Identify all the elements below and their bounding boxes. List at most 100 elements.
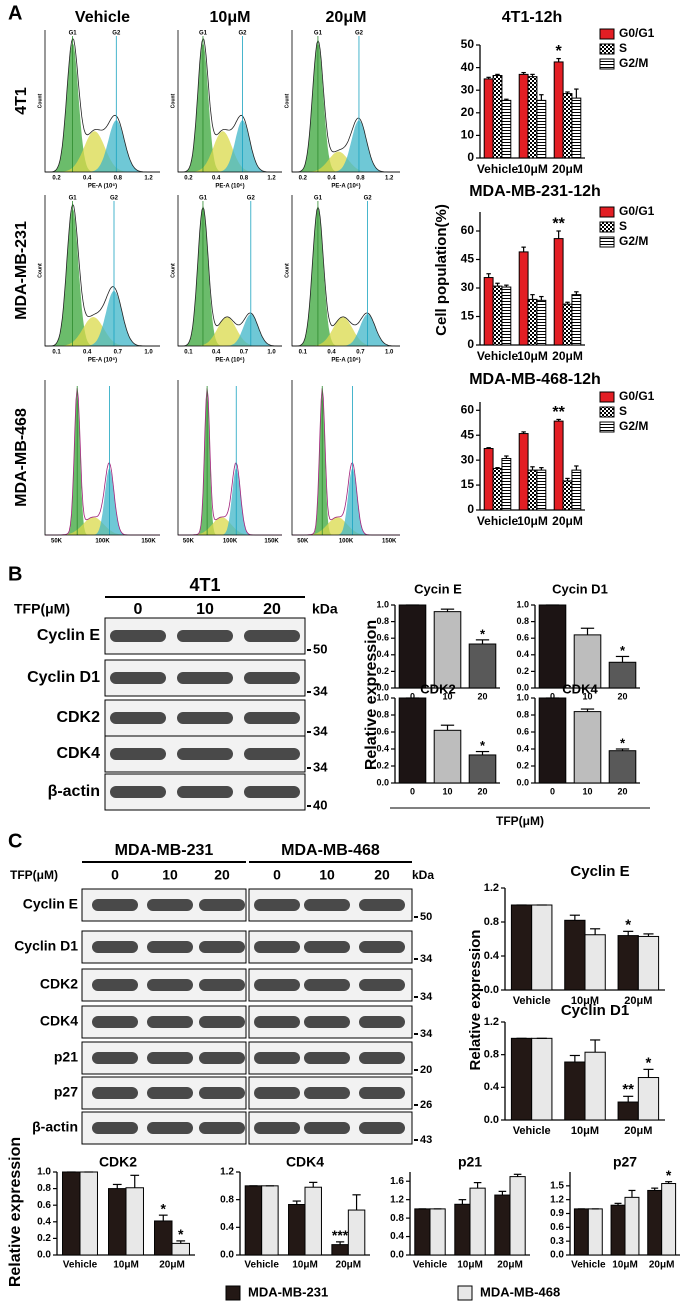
error-bar [539,467,544,471]
significance: ** [552,216,565,233]
bar [483,448,494,511]
bar [584,1051,606,1121]
panel-label: A [8,2,22,24]
flow-x-tick-label: 1.0 [144,350,153,356]
y-tick-label: 60 [461,223,475,237]
bar [553,420,564,511]
flow-x-tick-label: 150K [264,539,279,545]
legend-swatch [457,1285,473,1301]
flow-peak [45,467,160,535]
blot-band [92,979,138,991]
flow-x-tick-label: 0.4 [83,176,92,182]
error-bar [486,76,491,79]
chart-title: p27 [613,1154,637,1170]
y-tick-label: 15 [461,309,475,323]
bar [571,294,582,346]
flow-peak [178,208,282,346]
x-tick-label: 10μM [517,514,548,528]
flow-peak [45,208,160,346]
bar [531,904,553,991]
blot-band [147,1016,193,1028]
error-bar [495,467,500,469]
peak-label: G1 [69,31,78,37]
chart-title: Cycin E [414,581,462,596]
blot-band [254,1087,300,1099]
dose-label: 10 [319,867,335,883]
x-tick-label: 20μM [159,1260,185,1271]
x-tick-label: Vehicle [571,1260,606,1271]
legend-label: G2/M [619,56,648,70]
flow-x-tick-label: 1.0 [385,350,394,356]
error-bar [530,294,535,300]
y-tick-label: 0.0 [516,682,529,692]
flow-x-tick-label: 150K [141,539,156,545]
chart-title: MDA-MB-231-12h [469,183,601,200]
cell-line-header: MDA-MB-231 [115,842,214,859]
error-bar [352,1194,361,1211]
flow-peak [178,393,282,535]
y-tick-label: 10 [461,128,475,142]
error-bar [615,748,630,751]
x-tick-label: Vehicle [63,1260,98,1271]
treatment-label: TFP(μM) [10,868,58,882]
x-tick-label: 20μM [552,162,583,176]
y-tick-label: 0 [467,337,474,351]
y-axis-label: Relative expression [7,1137,24,1287]
error-bar [569,914,580,921]
y-tick-label: 1.0 [376,599,389,609]
dose-label: 10 [162,867,178,883]
flow-x-label: PE-A (10⁶) [215,184,244,190]
x-tick-label: 10 [442,691,452,701]
y-tick-label: 0.0 [376,777,389,787]
significance: * [556,43,563,60]
y-tick-label: 1.2 [484,1016,499,1028]
y-tick-label: 30 [461,452,475,466]
bar [637,935,660,991]
blot-band [110,786,166,798]
protein-label: Cyclin D1 [27,669,100,686]
blot-band [110,672,166,684]
bar [433,611,462,689]
bar [527,469,538,511]
bar [468,754,497,784]
condition-label: Vehicle [75,9,130,26]
bar [288,1204,306,1256]
error-bar [458,1199,467,1205]
kda-header: kDa [312,601,338,617]
protein-label: β-actin [48,783,100,800]
flow-x-tick-label: 0.4 [327,176,336,182]
y-tick-label: 0 [467,502,474,516]
y-tick-label: 20 [461,105,475,119]
blot-band [359,979,405,991]
blot-band [199,1087,245,1099]
blot-band [244,672,300,684]
error-bar [504,455,509,459]
error-bar [335,1241,345,1245]
x-tick-label: 10μM [292,1260,318,1271]
blot-band [177,630,233,642]
error-bar [623,1095,634,1103]
x-tick-label: Vehicle [513,1125,551,1137]
blot-band [254,1052,300,1064]
flow-x-tick-label: 100K [339,539,354,545]
bar [492,285,503,346]
blot-band [92,1016,138,1028]
cell-line-header: 4T1 [189,575,220,595]
x-tick-label: 10μM [517,162,548,176]
y-tick-label: 0.4 [484,950,500,962]
y-tick-label: 0.9 [550,1208,564,1219]
protein-label: CDK4 [56,745,100,762]
bar [244,1185,263,1256]
flow-x-tick-label: 0.8 [114,176,123,182]
bar [398,697,427,784]
flow-y-label: Count [170,93,176,108]
blot-band [244,712,300,724]
flow-axes [291,195,400,347]
blot-band [359,1016,405,1028]
flow-axes [177,195,282,347]
legend-label: G2/M [619,234,648,248]
bar [261,1185,279,1256]
error-bar [521,431,526,434]
flow-outline [45,37,160,173]
y-tick-label: 0.0 [376,682,389,692]
